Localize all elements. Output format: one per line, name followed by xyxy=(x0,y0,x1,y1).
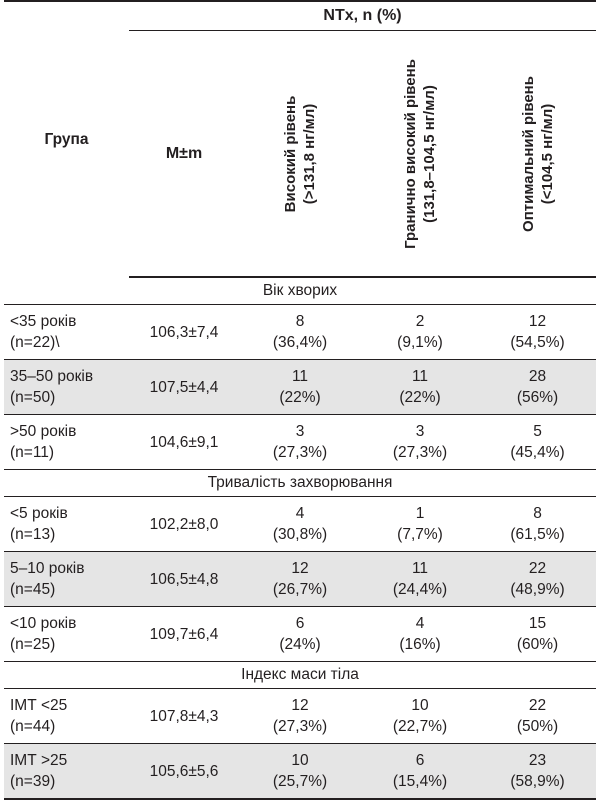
group-cell: 5–10 років (n=45) xyxy=(4,551,129,607)
table-row: ІМТ >25 (n=39) 105,6±5,6 10 (25,7%) 6 (15,4%) 2… xyxy=(4,743,597,800)
borderline-cell: 11 (24,4%) xyxy=(361,551,479,607)
mean-cell: 104,6±9,1 xyxy=(129,414,239,470)
optimal-level-header: Оптимальний рівень (<104,5 нг/мл) xyxy=(479,30,597,278)
ntx-header: NTx, n (%) xyxy=(129,0,597,31)
high-level-header: Високий рівень (>131,8 нг/мл) xyxy=(239,30,361,278)
table-row: <35 років (n=22)\ 106,3±7,4 8 (36,4%) 2 (9,1%)… xyxy=(4,304,597,360)
borderline-cell: 3 (27,3%) xyxy=(361,414,479,470)
group-header: Група xyxy=(4,0,129,277)
high-cell: 4 (30,8%) xyxy=(239,496,361,552)
group-cell: ІМТ <25 (n=44) xyxy=(4,688,129,744)
table-row: <10 років (n=25) 109,7±6,4 6 (24%) 4 (16%) 15 (6… xyxy=(4,606,597,662)
mean-header: M±m xyxy=(129,30,239,278)
high-cell: 8 (36,4%) xyxy=(239,304,361,360)
section-title: Вік хворих xyxy=(4,277,597,305)
group-cell: <35 років (n=22)\ xyxy=(4,304,129,360)
section-row: Індекс маси тіла xyxy=(4,661,597,689)
borderline-cell: 2 (9,1%) xyxy=(361,304,479,360)
borderline-cell: 4 (16%) xyxy=(361,606,479,662)
table-row: 35–50 років (n=50) 107,5±4,4 11 (22%) 11 (22%)… xyxy=(4,359,597,415)
optimal-cell: 15 (60%) xyxy=(479,606,597,662)
optimal-cell: 8 (61,5%) xyxy=(479,496,597,552)
page: Група NTx, n (%) M±m Високий рівень (>131… xyxy=(4,0,597,800)
ntx-table: Група NTx, n (%) M±m Високий рівень (>131… xyxy=(4,0,597,800)
mean-cell: 105,6±5,6 xyxy=(129,743,239,800)
section-row: Тривалість захворювання xyxy=(4,469,597,497)
borderline-cell: 1 (7,7%) xyxy=(361,496,479,552)
table-header: Група NTx, n (%) M±m Високий рівень (>131… xyxy=(4,0,597,278)
table-row: >50 років (n=11) 104,6±9,1 3 (27,3%) 3 (27,3%)… xyxy=(4,414,597,470)
mean-cell: 102,2±8,0 xyxy=(129,496,239,552)
borderline-cell: 10 (22,7%) xyxy=(361,688,479,744)
borderline-level-header: Гранично високий рівень (131,8–104,5 нг/м… xyxy=(361,30,479,278)
mean-cell: 107,5±4,4 xyxy=(129,359,239,415)
mean-cell: 106,3±7,4 xyxy=(129,304,239,360)
group-cell: <10 років (n=25) xyxy=(4,606,129,662)
high-cell: 6 (24%) xyxy=(239,606,361,662)
mean-cell: 107,8±4,3 xyxy=(129,688,239,744)
optimal-cell: 28 (56%) xyxy=(479,359,597,415)
borderline-cell: 11 (22%) xyxy=(361,359,479,415)
high-cell: 10 (25,7%) xyxy=(239,743,361,800)
high-cell: 3 (27,3%) xyxy=(239,414,361,470)
group-cell: ІМТ >25 (n=39) xyxy=(4,743,129,800)
table-row: 5–10 років (n=45) 106,5±4,8 12 (26,7%) 11 (24,… xyxy=(4,551,597,607)
high-cell: 12 (27,3%) xyxy=(239,688,361,744)
table-row: <5 років (n=13) 102,2±8,0 4 (30,8%) 1 (7,7%) 8(… xyxy=(4,496,597,552)
optimal-cell: 22 (50%) xyxy=(479,688,597,744)
group-cell: >50 років (n=11) xyxy=(4,414,129,470)
section-row: Вік хворих xyxy=(4,277,597,305)
section-title: Індекс маси тіла xyxy=(4,661,597,689)
optimal-cell: 12 (54,5%) xyxy=(479,304,597,360)
mean-cell: 106,5±4,8 xyxy=(129,551,239,607)
borderline-cell: 6 (15,4%) xyxy=(361,743,479,800)
optimal-cell: 23 (58,9%) xyxy=(479,743,597,800)
table-body: Вік хворих <35 років (n=22)\ 106,3±7,4 8 (36,… xyxy=(4,277,597,800)
group-cell: <5 років (n=13) xyxy=(4,496,129,552)
optimal-cell: 22 (48,9%) xyxy=(479,551,597,607)
section-title: Тривалість захворювання xyxy=(4,469,597,497)
mean-cell: 109,7±6,4 xyxy=(129,606,239,662)
table-row: ІМТ <25 (n=44) 107,8±4,3 12 (27,3%) 10 (22,7%)… xyxy=(4,688,597,744)
high-cell: 12 (26,7%) xyxy=(239,551,361,607)
group-cell: 35–50 років (n=50) xyxy=(4,359,129,415)
high-cell: 11 (22%) xyxy=(239,359,361,415)
optimal-cell: 5 (45,4%) xyxy=(479,414,597,470)
